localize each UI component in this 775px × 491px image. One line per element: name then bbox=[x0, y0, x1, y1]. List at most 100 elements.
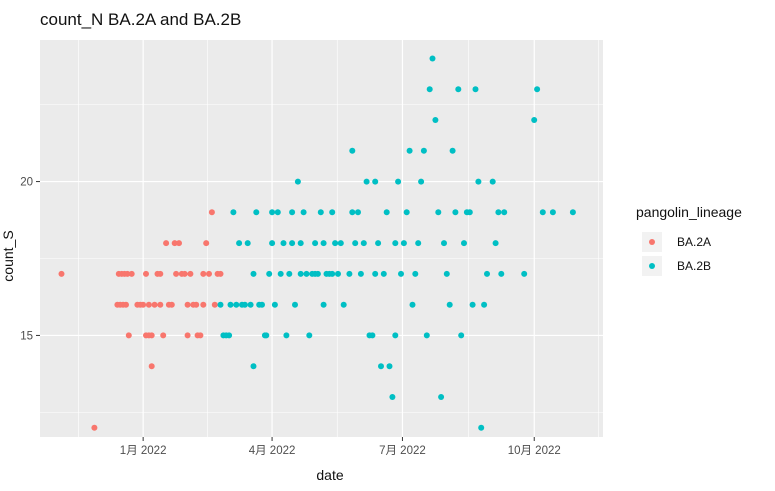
data-point bbox=[312, 240, 319, 247]
data-point bbox=[423, 332, 430, 339]
chart-title: count_N BA.2A and BA.2B bbox=[40, 10, 241, 29]
data-point bbox=[452, 209, 459, 216]
data-point bbox=[469, 301, 476, 308]
data-point bbox=[157, 301, 164, 308]
data-point bbox=[233, 301, 240, 308]
x-tick-label: 4月 2022 bbox=[249, 445, 296, 457]
data-point bbox=[317, 209, 324, 216]
data-point bbox=[340, 301, 347, 308]
data-point bbox=[148, 332, 155, 339]
data-point bbox=[531, 117, 538, 123]
legend-title: pangolin_lineage bbox=[636, 204, 742, 220]
data-point bbox=[455, 86, 462, 93]
data-point bbox=[163, 240, 170, 247]
data-point bbox=[145, 301, 152, 308]
data-point bbox=[217, 270, 224, 277]
legend-key-dot bbox=[649, 263, 655, 269]
x-tick-label: 10月 2022 bbox=[508, 445, 561, 457]
data-point bbox=[389, 394, 396, 400]
data-point bbox=[253, 209, 260, 216]
data-point bbox=[128, 270, 135, 277]
data-point bbox=[193, 301, 200, 308]
data-point bbox=[521, 270, 528, 277]
data-point bbox=[461, 240, 467, 247]
data-point bbox=[337, 240, 344, 247]
data-point bbox=[441, 240, 447, 247]
data-point bbox=[329, 270, 336, 277]
data-point bbox=[534, 86, 541, 93]
legend: pangolin_lineage BA.2A BA.2B bbox=[636, 204, 742, 276]
data-point bbox=[400, 240, 407, 247]
data-point bbox=[269, 209, 276, 216]
data-point bbox=[363, 178, 370, 185]
series-ba2a bbox=[58, 209, 224, 431]
data-points bbox=[58, 55, 576, 431]
data-point bbox=[289, 209, 296, 216]
data-point bbox=[375, 240, 382, 247]
data-point bbox=[349, 209, 356, 216]
data-point bbox=[184, 301, 191, 308]
y-tick-label: 15 bbox=[20, 330, 33, 342]
series-ba2b bbox=[217, 55, 576, 431]
data-point bbox=[495, 209, 502, 216]
data-point bbox=[250, 363, 257, 370]
data-point bbox=[244, 240, 251, 247]
x-tick-label: 1月 2022 bbox=[120, 445, 167, 457]
data-point bbox=[475, 178, 482, 185]
data-point bbox=[283, 332, 290, 339]
data-point bbox=[168, 301, 175, 308]
data-point bbox=[184, 332, 191, 339]
data-point bbox=[187, 270, 194, 277]
data-point bbox=[274, 209, 281, 216]
data-point bbox=[449, 147, 456, 154]
data-point bbox=[498, 270, 505, 277]
data-point bbox=[143, 270, 149, 277]
data-point bbox=[403, 209, 410, 216]
data-point bbox=[349, 147, 356, 154]
data-point bbox=[383, 209, 390, 216]
data-point bbox=[329, 209, 336, 216]
data-point bbox=[263, 332, 270, 339]
legend-item: BA.2B bbox=[642, 256, 711, 276]
data-point bbox=[226, 332, 233, 339]
data-point bbox=[236, 240, 243, 247]
data-point bbox=[241, 301, 248, 308]
legend-key-dot bbox=[649, 239, 655, 245]
data-point bbox=[406, 147, 413, 154]
data-point bbox=[292, 301, 298, 308]
data-point bbox=[415, 240, 422, 247]
data-point bbox=[438, 394, 445, 400]
data-point bbox=[398, 270, 404, 277]
data-point bbox=[171, 240, 178, 247]
data-point bbox=[443, 270, 450, 277]
data-point bbox=[230, 209, 237, 216]
data-point bbox=[352, 240, 359, 247]
data-point bbox=[200, 270, 207, 277]
data-point bbox=[277, 270, 284, 277]
data-point bbox=[269, 240, 276, 247]
data-point bbox=[203, 240, 210, 247]
data-point bbox=[123, 301, 129, 308]
data-point bbox=[297, 270, 304, 277]
data-point bbox=[148, 363, 155, 370]
x-axis-title: date bbox=[316, 467, 343, 483]
data-point bbox=[206, 270, 212, 277]
data-point bbox=[484, 270, 490, 277]
data-point bbox=[418, 178, 425, 185]
data-point bbox=[355, 209, 361, 216]
data-point bbox=[91, 424, 98, 431]
data-point bbox=[466, 209, 473, 216]
data-point bbox=[432, 117, 439, 123]
data-point bbox=[489, 178, 496, 185]
data-point bbox=[306, 332, 313, 339]
data-point bbox=[332, 240, 339, 247]
data-point bbox=[392, 332, 399, 339]
data-point bbox=[160, 332, 167, 339]
data-point bbox=[346, 270, 353, 277]
data-point bbox=[280, 240, 287, 247]
x-tick-label: 7月 2022 bbox=[379, 445, 426, 457]
data-point bbox=[386, 363, 393, 370]
data-point bbox=[569, 209, 576, 216]
data-point bbox=[320, 240, 327, 247]
